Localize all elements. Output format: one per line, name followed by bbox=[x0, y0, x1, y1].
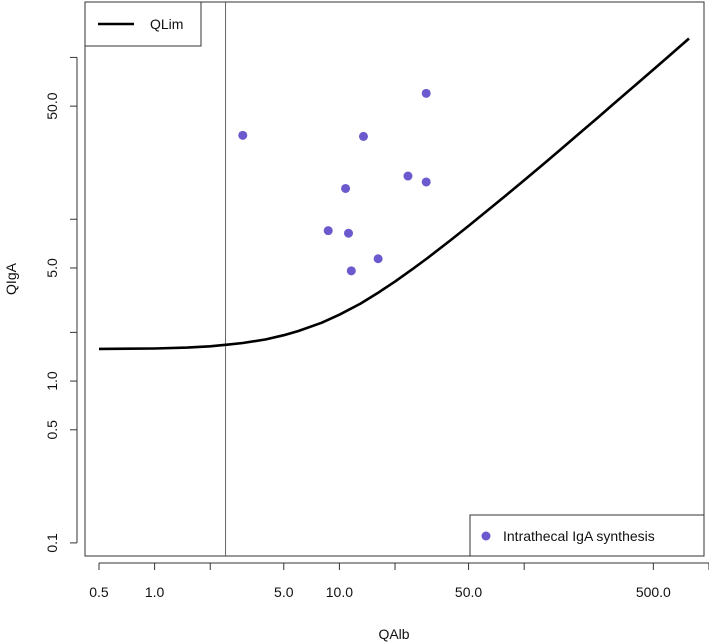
x-axis-title: QAlb bbox=[378, 626, 409, 642]
data-point bbox=[421, 88, 431, 98]
points-layer bbox=[238, 88, 431, 276]
legend-top-left: QLim bbox=[84, 1, 202, 47]
legend-intrathecal-swatch bbox=[481, 531, 491, 541]
data-point bbox=[341, 183, 351, 193]
x-tick-label: 5.0 bbox=[274, 584, 294, 600]
x-tick-label: 50.0 bbox=[455, 584, 482, 600]
legend-bottom-right: Intrathecal IgA synthesis bbox=[469, 514, 705, 557]
data-point bbox=[421, 177, 431, 187]
x-tick-label: 1.0 bbox=[145, 584, 165, 600]
x-tick-label: 0.5 bbox=[89, 584, 109, 600]
data-point bbox=[373, 254, 383, 264]
y-tick-label: 50.0 bbox=[44, 92, 60, 119]
legend-bottom-right-box bbox=[469, 514, 705, 557]
data-point bbox=[358, 131, 368, 141]
data-point bbox=[403, 171, 413, 181]
y-tick-label: 5.0 bbox=[44, 258, 60, 278]
y-tick-label: 1.0 bbox=[44, 371, 60, 391]
data-point bbox=[343, 228, 353, 238]
legend-qlim-label: QLim bbox=[150, 16, 183, 32]
plot-frame bbox=[84, 1, 705, 557]
x-tick-label: 500.0 bbox=[636, 584, 671, 600]
data-point bbox=[346, 266, 356, 276]
data-point bbox=[238, 130, 248, 140]
y-axis: 0.1 0.5 1.0 5.0 50.0 bbox=[44, 56, 78, 553]
y-axis-title: QIgA bbox=[3, 262, 19, 295]
y-tick-label: 0.1 bbox=[44, 533, 60, 553]
y-tick-label: 0.5 bbox=[44, 420, 60, 440]
qlim-line bbox=[98, 37, 690, 351]
x-tick-label: 10.0 bbox=[326, 584, 353, 600]
qlim-line-layer bbox=[98, 37, 690, 351]
legend-intrathecal-label: Intrathecal IgA synthesis bbox=[503, 528, 655, 544]
data-point bbox=[323, 226, 333, 236]
x-axis: 0.5 1.0 5.0 10.0 50.0 500.0 bbox=[89, 562, 709, 600]
